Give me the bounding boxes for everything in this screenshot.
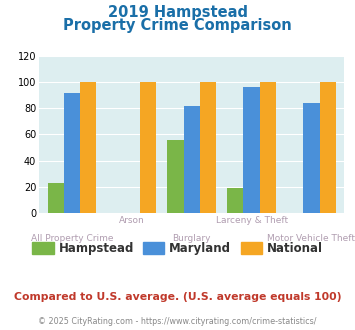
Bar xyxy=(303,103,320,213)
Bar xyxy=(260,82,276,213)
Bar xyxy=(227,188,244,213)
Bar xyxy=(184,106,200,213)
Text: Motor Vehicle Theft: Motor Vehicle Theft xyxy=(267,234,355,243)
Bar xyxy=(140,82,156,213)
Bar xyxy=(168,140,184,213)
Legend: Hampstead, Maryland, National: Hampstead, Maryland, National xyxy=(28,237,327,260)
Text: © 2025 CityRating.com - https://www.cityrating.com/crime-statistics/: © 2025 CityRating.com - https://www.city… xyxy=(38,317,317,326)
Bar xyxy=(200,82,216,213)
Text: All Property Crime: All Property Crime xyxy=(31,234,113,243)
Text: Compared to U.S. average. (U.S. average equals 100): Compared to U.S. average. (U.S. average … xyxy=(14,292,341,302)
Bar xyxy=(320,82,336,213)
Text: Burglary: Burglary xyxy=(173,234,211,243)
Text: Property Crime Comparison: Property Crime Comparison xyxy=(63,18,292,33)
Text: 2019 Hampstead: 2019 Hampstead xyxy=(108,5,247,20)
Bar xyxy=(64,93,80,213)
Text: Arson: Arson xyxy=(119,216,145,225)
Bar xyxy=(80,82,96,213)
Text: Larceny & Theft: Larceny & Theft xyxy=(215,216,288,225)
Bar xyxy=(244,87,260,213)
Bar xyxy=(48,183,64,213)
